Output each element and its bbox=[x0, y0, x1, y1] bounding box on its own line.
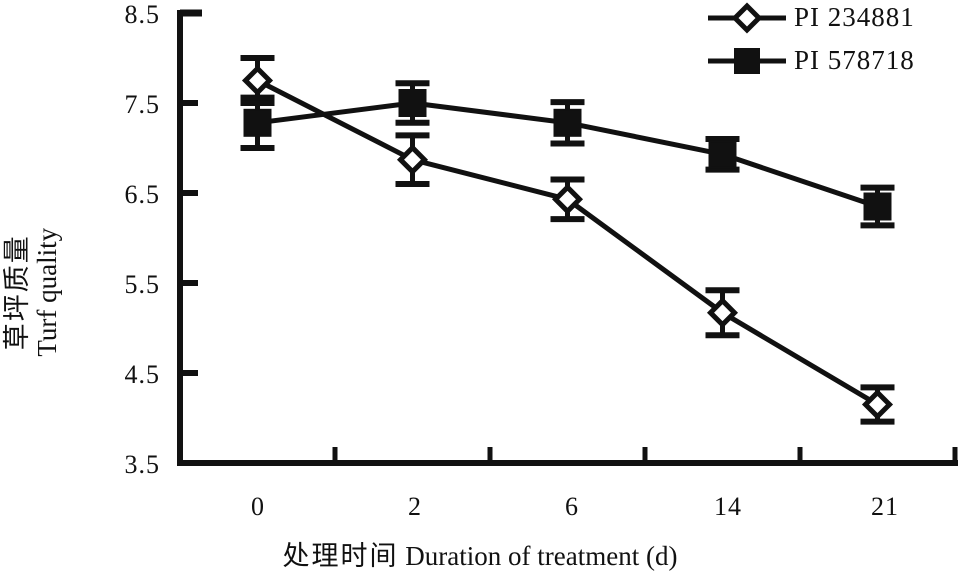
x-tick-label-6: 6 bbox=[565, 492, 579, 521]
data-point-filled-square[interactable] bbox=[708, 140, 737, 169]
series-2 bbox=[240, 80, 895, 229]
x-axis-title-en: Duration of treatment (d) bbox=[405, 541, 678, 571]
data-point-open-diamond[interactable] bbox=[396, 144, 429, 176]
data-point-open-diamond[interactable] bbox=[706, 297, 739, 329]
data-point-filled-square[interactable] bbox=[243, 108, 272, 137]
y-tick-label-3-5: 3.5 bbox=[124, 450, 160, 479]
y-axis-title-cn: 草坪质量 bbox=[1, 234, 32, 351]
series-1 bbox=[240, 55, 895, 425]
x-axis-title: 处理时间 Duration of treatment (d) bbox=[0, 534, 960, 573]
y-tick-label-5-5: 5.5 bbox=[124, 270, 160, 299]
legend-label-pi-234881: PI 234881 bbox=[794, 2, 915, 32]
x-tick-label-21: 21 bbox=[871, 492, 899, 521]
axis-lines bbox=[177, 10, 958, 466]
x-tick-label-14: 14 bbox=[714, 492, 742, 521]
legend-marker-filled-square[interactable] bbox=[734, 48, 760, 74]
y-tick-label-8-5: 8.5 bbox=[124, 0, 160, 29]
data-point-filled-square[interactable] bbox=[398, 89, 427, 117]
x-tick-label-0: 0 bbox=[251, 492, 265, 521]
legend-label-pi-578718: PI 578718 bbox=[794, 45, 915, 75]
y-tick-label-4-5: 4.5 bbox=[124, 360, 160, 389]
data-point-filled-square[interactable] bbox=[863, 192, 892, 221]
x-axis-title-cn: 处理时间 bbox=[282, 541, 399, 571]
y-tick-label-6-5: 6.5 bbox=[124, 180, 160, 209]
x-tick-label-2: 2 bbox=[408, 492, 422, 521]
data-point-open-diamond[interactable] bbox=[241, 64, 274, 97]
y-axis-title: 草坪质量 Turf quality bbox=[2, 142, 62, 442]
y-axis-title-en: Turf quality bbox=[32, 227, 62, 357]
legend-marker-open-diamond[interactable] bbox=[731, 2, 763, 34]
data-point-filled-square[interactable] bbox=[553, 108, 582, 137]
data-point-open-diamond[interactable] bbox=[551, 183, 584, 215]
data-point-open-diamond[interactable] bbox=[861, 388, 894, 421]
y-tick-label-7-5: 7.5 bbox=[124, 90, 160, 119]
